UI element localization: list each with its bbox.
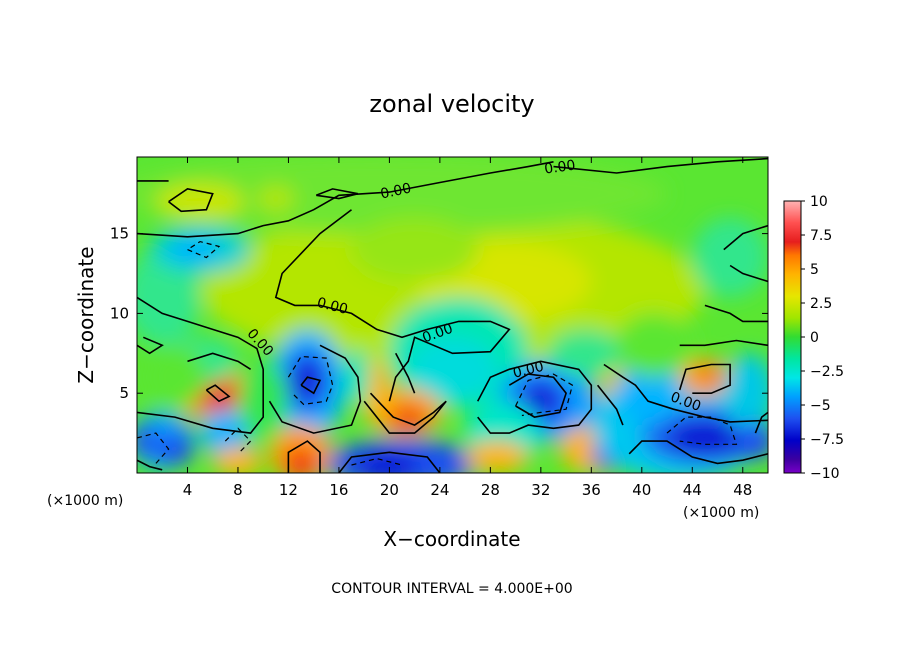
field-blob bbox=[698, 366, 724, 389]
contour-line bbox=[678, 363, 731, 394]
field-blob bbox=[256, 185, 295, 212]
contour-line bbox=[704, 304, 768, 323]
field-blob bbox=[212, 447, 264, 473]
contour-line bbox=[274, 209, 511, 402]
field-blob bbox=[155, 182, 245, 221]
field-blob bbox=[155, 433, 194, 466]
contour-line-dashed bbox=[515, 373, 574, 417]
x-tick-label: 8 bbox=[233, 481, 243, 499]
x-tick-label: 28 bbox=[481, 481, 500, 499]
field-blob bbox=[616, 361, 680, 426]
contour-line bbox=[553, 157, 768, 174]
field-blob bbox=[408, 337, 497, 402]
y-tick-label: 15 bbox=[110, 225, 129, 243]
contour-line bbox=[723, 224, 768, 251]
contour-line bbox=[596, 384, 624, 426]
contour-line bbox=[315, 188, 359, 200]
contour-line-dashed bbox=[287, 355, 334, 406]
colorbar-tick-label: 5 bbox=[810, 262, 819, 278]
contour-interval-note: CONTOUR INTERVAL = 4.000E+00 bbox=[331, 581, 572, 597]
field-blob bbox=[168, 236, 220, 263]
colorbar-tick-label: 0 bbox=[810, 330, 819, 346]
contour-line bbox=[287, 440, 321, 473]
contour-line bbox=[754, 411, 768, 434]
chart-title: zonal velocity bbox=[369, 90, 534, 118]
x-scale-note: (×1000 m) bbox=[47, 493, 123, 509]
x-tick-label: 48 bbox=[733, 481, 752, 499]
field-blob bbox=[736, 421, 768, 461]
colorbar-tick-label: 10 bbox=[810, 194, 828, 210]
contour-line bbox=[476, 360, 593, 434]
contour-line bbox=[268, 344, 362, 434]
plot-area: 0.000.000.000.000.000.000.00 4 8 12 16 20 24 2… bbox=[110, 156, 769, 499]
field-blob bbox=[200, 409, 251, 458]
colorbar-tick-label: 7.5 bbox=[810, 228, 832, 244]
field-blob bbox=[137, 249, 201, 346]
contour-line bbox=[137, 459, 163, 471]
field-blob bbox=[667, 421, 743, 454]
contour-label: 0.00 bbox=[511, 359, 545, 382]
contour-label: 0.00 bbox=[543, 157, 576, 177]
contour-line-dashed bbox=[187, 240, 221, 259]
x-tick-label: 4 bbox=[183, 481, 193, 499]
contour-line bbox=[187, 352, 252, 370]
colorbar-tick-label: −2.5 bbox=[810, 364, 844, 380]
field-blob bbox=[692, 217, 768, 298]
contour-line bbox=[137, 161, 554, 238]
x-tick-label: 20 bbox=[380, 481, 399, 499]
contour-line bbox=[679, 339, 768, 347]
contour-line bbox=[137, 336, 164, 355]
x-axis-label: X−coordinate bbox=[383, 527, 520, 551]
contour-line bbox=[508, 373, 567, 418]
colorbar-tick-label: −5 bbox=[810, 398, 831, 414]
field-blob bbox=[525, 386, 556, 413]
colorbar-tick-label: 2.5 bbox=[810, 296, 832, 312]
x-tick-label: 44 bbox=[683, 481, 702, 499]
contour-line bbox=[300, 376, 322, 395]
field-blob bbox=[351, 217, 478, 282]
contour-line bbox=[338, 451, 441, 473]
x-tick-label: 24 bbox=[430, 481, 449, 499]
z-scale-note: (×1000 m) bbox=[683, 505, 759, 521]
contour-line bbox=[168, 188, 214, 213]
contour-line-dashed bbox=[224, 427, 252, 455]
x-tick-label: 32 bbox=[531, 481, 550, 499]
field-blob bbox=[355, 453, 419, 473]
field-blob bbox=[137, 157, 667, 234]
colorbar: 10 7.5 5 2.5 0 −2.5 −5 −7.5 −10 bbox=[783, 194, 844, 482]
plot-frame bbox=[136, 156, 769, 474]
field-blob bbox=[389, 405, 428, 432]
field-blob bbox=[284, 447, 318, 473]
x-tick-label: 16 bbox=[329, 481, 348, 499]
x-tick-label: 40 bbox=[632, 481, 651, 499]
x-tick-label: 36 bbox=[582, 481, 601, 499]
field-blob bbox=[723, 353, 768, 434]
colorbar-tick-label: −10 bbox=[810, 466, 840, 482]
x-tick-label: 12 bbox=[279, 481, 298, 499]
contour-line bbox=[729, 264, 768, 283]
y-tick-label: 10 bbox=[110, 304, 129, 322]
field-blob bbox=[137, 425, 156, 458]
contour-line-dashed bbox=[137, 432, 170, 464]
field-blob bbox=[465, 441, 529, 473]
y-tick-label: 5 bbox=[119, 384, 129, 402]
contour-line bbox=[137, 296, 264, 434]
contour-line bbox=[363, 392, 447, 434]
contour-line bbox=[628, 440, 768, 465]
y-axis-label: Z−coordinate bbox=[74, 246, 98, 383]
contour-label: 0.00 bbox=[315, 295, 349, 318]
contour-line bbox=[394, 352, 416, 394]
contour-line bbox=[603, 363, 768, 423]
contour-label: 0.00 bbox=[379, 180, 413, 202]
field-blob bbox=[143, 345, 207, 410]
field-blob bbox=[616, 313, 693, 378]
field-blob bbox=[294, 364, 320, 397]
colorbar-tick-label: −7.5 bbox=[810, 432, 844, 448]
contour-line bbox=[205, 384, 231, 403]
